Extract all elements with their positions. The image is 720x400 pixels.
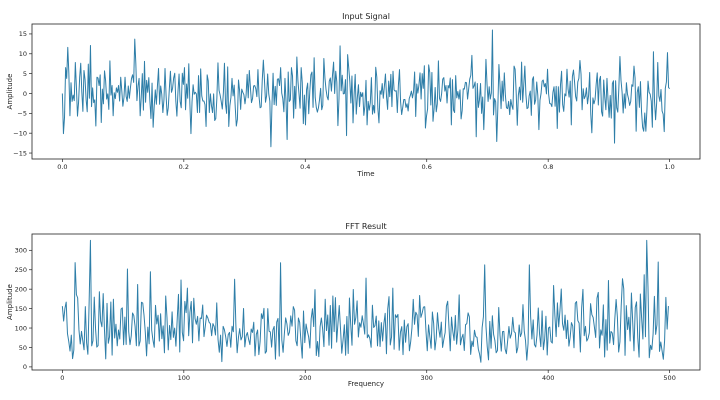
x-axis: 0.0 0.2 0.4 0.6 0.8 1.0 [57, 159, 675, 171]
x-tick-label: 0.0 [57, 163, 67, 171]
y-tick-label: 0 [23, 363, 27, 371]
x-tick-label: 1.0 [664, 163, 674, 171]
series-line [61, 29, 671, 148]
chart-title: FFT Result [345, 222, 386, 231]
y-tick-label: 300 [15, 247, 27, 255]
y-tick-label: −15 [13, 149, 27, 157]
x-tick-label: 500 [663, 374, 675, 382]
x-tick-label: 0.8 [543, 163, 553, 171]
x-tick-label: 200 [299, 374, 311, 382]
x-axis-label: Time [356, 170, 374, 178]
chart-input-signal: Input Signal 0.0 0.2 0.4 0.6 0.8 1.0 −15 −10 −5… [6, 12, 701, 178]
y-tick-label: 200 [15, 285, 27, 293]
x-tick-label: 0 [60, 374, 64, 382]
x-tick-label: 0.4 [300, 163, 310, 171]
y-tick-label: 150 [15, 305, 27, 313]
y-tick-label: 50 [19, 344, 27, 352]
y-tick-label: 15 [19, 30, 27, 38]
plot-area [31, 23, 701, 160]
x-axis: 0 100 200 300 400 500 [60, 370, 676, 382]
y-tick-label: 100 [15, 324, 27, 332]
y-tick-label: −5 [17, 110, 27, 118]
y-tick-label: 10 [19, 50, 27, 58]
x-tick-label: 0.2 [179, 163, 189, 171]
plot-area [31, 233, 701, 371]
x-tick-label: 0.6 [422, 163, 432, 171]
y-axis: 0 50 100 150 200 250 300 [15, 247, 32, 371]
y-axis: −15 −10 −5 0 5 10 15 [13, 30, 32, 157]
x-axis-label: Frequency [348, 380, 384, 388]
chart-title: Input Signal [342, 12, 390, 21]
series-line [61, 239, 669, 363]
y-axis-label: Amplitude [6, 284, 14, 320]
y-tick-label: −10 [13, 129, 27, 137]
y-tick-label: 250 [15, 266, 27, 274]
y-axis-label: Amplitude [6, 74, 14, 110]
x-tick-label: 100 [178, 374, 190, 382]
chart-fft-result: FFT Result 0 100 200 300 400 500 0 50 100 150 200… [6, 222, 701, 388]
y-tick-label: 0 [23, 90, 27, 98]
x-tick-label: 300 [421, 374, 433, 382]
y-tick-label: 5 [23, 70, 27, 78]
x-tick-label: 400 [542, 374, 554, 382]
